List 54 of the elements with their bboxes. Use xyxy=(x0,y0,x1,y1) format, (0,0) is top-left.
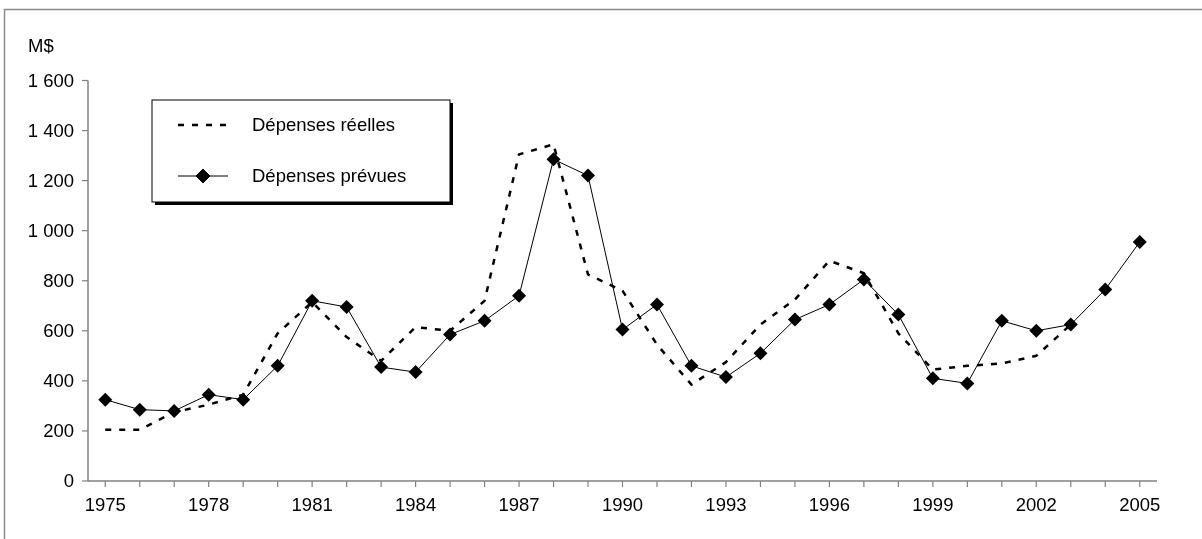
point xyxy=(994,313,1009,328)
point xyxy=(477,313,492,328)
y-tick-label: 600 xyxy=(43,320,74,342)
x-tick-label: 1999 xyxy=(912,494,954,515)
point xyxy=(925,371,940,386)
x-tick-label: 2005 xyxy=(1119,494,1161,515)
y-axis-title: M$ xyxy=(28,35,54,56)
point xyxy=(167,403,182,418)
point xyxy=(443,327,458,342)
point xyxy=(98,392,113,407)
point xyxy=(615,322,630,337)
y-tick-label: 1 400 xyxy=(27,120,74,142)
point xyxy=(684,358,699,373)
point xyxy=(960,376,975,391)
point xyxy=(512,288,527,303)
x-tick-label: 1984 xyxy=(395,494,437,515)
x-tick-label: 1981 xyxy=(291,494,333,515)
x-tick-label: 1990 xyxy=(601,494,644,515)
y-tick-label: 200 xyxy=(43,420,74,442)
point xyxy=(1098,282,1113,297)
point xyxy=(822,297,837,312)
point xyxy=(374,360,389,375)
point xyxy=(1063,317,1078,332)
point xyxy=(891,307,906,322)
point xyxy=(718,370,733,385)
point xyxy=(856,272,871,287)
point xyxy=(305,293,320,308)
point xyxy=(1029,323,1044,338)
point xyxy=(270,358,285,373)
legend-label: Dépenses réelles xyxy=(252,114,395,136)
point xyxy=(546,152,561,167)
point xyxy=(581,168,596,183)
x-tick-label: 1987 xyxy=(498,494,540,515)
point xyxy=(132,402,147,417)
point xyxy=(753,346,768,361)
y-tick-label: 400 xyxy=(43,370,74,392)
x-tick-label: 2002 xyxy=(1015,494,1057,515)
y-tick-label: 1 600 xyxy=(27,69,74,91)
y-tick-label: 1 000 xyxy=(27,220,74,242)
x-tick-label: 1993 xyxy=(705,494,747,515)
x-tick-label: 1996 xyxy=(808,494,850,515)
y-tick-label: 0 xyxy=(63,470,74,492)
point xyxy=(236,392,251,407)
x-tick-label: 1978 xyxy=(188,494,230,515)
point xyxy=(339,300,354,315)
y-tick-label: 800 xyxy=(43,270,74,292)
point xyxy=(787,312,802,327)
point xyxy=(649,297,664,312)
point xyxy=(408,365,423,380)
x-tick-label: 1975 xyxy=(84,494,126,515)
point xyxy=(1132,234,1147,249)
y-tick-label: 1 200 xyxy=(27,170,74,192)
legend-label: Dépenses prévues xyxy=(252,165,407,187)
point xyxy=(201,387,216,402)
